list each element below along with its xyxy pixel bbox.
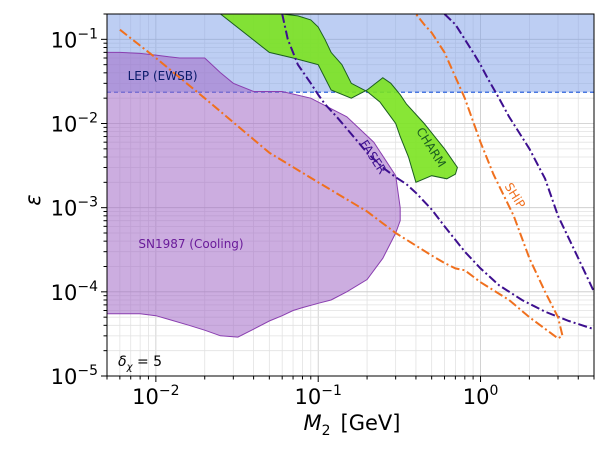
x-tick-label: 10−2	[132, 383, 179, 409]
y-tick-label: 10−5	[51, 363, 98, 389]
y-tick-label: 10−3	[51, 195, 98, 221]
ticks: 10−2 10−1 100 10−5 10−4 10−3 10−2 10−1	[51, 13, 595, 409]
x-tick-label: 10−1	[295, 383, 342, 409]
x-axis-subscript: 2	[322, 423, 331, 439]
x-axis-units: [GeV]	[341, 411, 401, 435]
parameter-annotation: δχ = 5	[118, 354, 162, 373]
lep-ewsb-label: LEP (EWSB)	[128, 69, 198, 83]
y-tick-label: 10−1	[51, 26, 98, 52]
y-axis-label: ε	[21, 194, 45, 205]
x-axis-label: M2 [GeV]	[304, 411, 401, 439]
sn1987-cooling-region	[107, 51, 401, 338]
charm-region	[219, 14, 458, 183]
x-tick-label: 100	[463, 383, 499, 409]
x-axis-variable: M	[304, 411, 322, 435]
y-tick-label: 10−4	[51, 279, 98, 305]
ship-curve	[119, 14, 564, 340]
y-tick-label: 10−2	[51, 111, 98, 137]
sn1987-cooling-label: SN1987 (Cooling)	[138, 237, 243, 251]
faser-curve	[281, 14, 594, 331]
series-layer	[107, 14, 594, 340]
plot-frame	[106, 13, 595, 377]
